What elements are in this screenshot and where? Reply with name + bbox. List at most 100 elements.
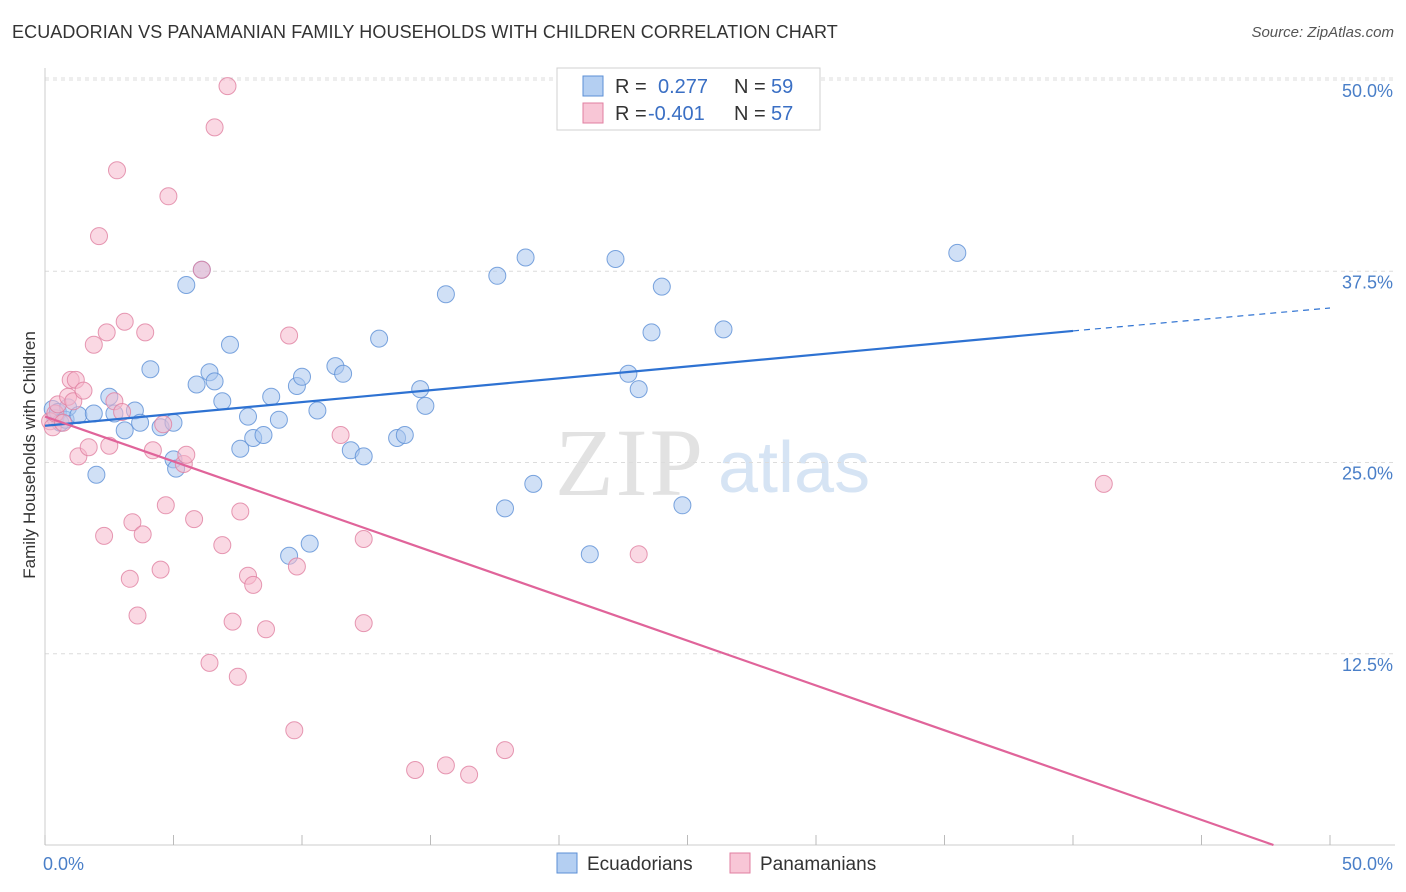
series-legend: Ecuadorians Panamanians bbox=[556, 852, 876, 875]
panamanian-point bbox=[156, 496, 175, 515]
ecuadorian-point bbox=[629, 380, 648, 399]
ecuadorian-point bbox=[262, 387, 281, 406]
ecuadorian-point bbox=[948, 243, 967, 262]
ecuadorian-point bbox=[370, 329, 389, 348]
y-tick-label: 37.5% bbox=[1342, 272, 1393, 292]
panamanian-point bbox=[629, 545, 648, 564]
panamanian-point bbox=[177, 445, 196, 464]
y-tick-label: 25.0% bbox=[1342, 464, 1393, 484]
panamanian-point bbox=[1094, 474, 1113, 493]
ecuadorian-point bbox=[714, 320, 733, 339]
source-label: Source: ZipAtlas.com bbox=[1251, 24, 1394, 41]
panamanian-point bbox=[280, 326, 299, 345]
series-label-panamanians: Panamanians bbox=[760, 854, 876, 875]
panamanian-point bbox=[90, 227, 108, 246]
ecuadorian-point bbox=[293, 367, 311, 386]
ecuadorian-point bbox=[416, 396, 435, 415]
ecuadorian-point bbox=[254, 426, 273, 444]
ecuadorian-point bbox=[269, 410, 288, 429]
legend: R = 0.277 N = 59 R = -0.401 N = 57 bbox=[556, 67, 821, 131]
ecuadorian-point bbox=[177, 276, 196, 294]
chart-title: ECUADORIAN VS PANAMANIAN FAMILY HOUSEHOL… bbox=[12, 22, 838, 42]
points bbox=[41, 77, 1113, 784]
series-swatch-ecuadorians bbox=[556, 852, 578, 874]
panamanian-point bbox=[154, 415, 173, 434]
legend-n-value: 59 bbox=[771, 76, 793, 98]
panamanian-point bbox=[151, 560, 170, 579]
panamanian-point bbox=[79, 438, 98, 457]
ecuadorian-point bbox=[436, 285, 455, 304]
panamanian-point bbox=[205, 118, 224, 137]
legend-r-label: R = bbox=[615, 103, 647, 125]
ecuadorian-point bbox=[354, 447, 373, 466]
ecuadorian-point bbox=[516, 248, 535, 267]
ecuadorian-trend-line bbox=[44, 329, 1074, 427]
legend-r-value: -0.401 bbox=[648, 103, 705, 125]
panamanian-point bbox=[123, 513, 142, 532]
panamanian-point bbox=[113, 403, 132, 421]
panamanian-point bbox=[460, 765, 479, 784]
ecuadorian-point bbox=[141, 360, 160, 379]
ecuadorian-point bbox=[619, 364, 638, 383]
ecuadorian-point bbox=[308, 401, 327, 420]
panamanian-point bbox=[287, 557, 306, 576]
panamanian-point bbox=[200, 653, 219, 672]
watermark-atlas: atlas bbox=[718, 428, 870, 508]
panamanian-point bbox=[218, 77, 237, 96]
panamanian-point bbox=[97, 323, 116, 342]
ecuadorian-trend-extension bbox=[1072, 307, 1331, 332]
ecuadorian-point bbox=[673, 496, 692, 515]
panamanian-point bbox=[354, 614, 373, 633]
legend-swatch-pink bbox=[582, 102, 604, 124]
panamanian-point bbox=[231, 502, 250, 521]
panamanian-point bbox=[74, 381, 93, 400]
legend-r-label: R = bbox=[615, 76, 647, 98]
ecuadorian-point bbox=[187, 375, 206, 394]
ecuadorian-point bbox=[231, 439, 250, 458]
panamanian-point bbox=[159, 187, 178, 206]
legend-r-value: 0.277 bbox=[658, 76, 708, 98]
panamanian-point bbox=[331, 426, 350, 444]
x-tick-label: 0.0% bbox=[43, 854, 84, 874]
ecuadorian-point bbox=[221, 335, 239, 354]
ecuadorian-point bbox=[395, 426, 414, 444]
ecuadorian-point bbox=[606, 250, 625, 268]
panamanian-point bbox=[108, 161, 126, 180]
panamanian-point bbox=[192, 260, 211, 279]
panamanian-point bbox=[133, 525, 152, 544]
y-axis-title: Family Households with Children bbox=[20, 331, 39, 579]
series-label-ecuadorians: Ecuadorians bbox=[587, 854, 693, 875]
ecuadorian-point bbox=[213, 392, 232, 411]
ecuadorian-point bbox=[580, 545, 599, 564]
ecuadorian-point bbox=[115, 421, 134, 440]
y-tick-label: 50.0% bbox=[1342, 81, 1393, 101]
panamanian-point bbox=[223, 612, 242, 631]
panamanian-point bbox=[257, 620, 275, 639]
ecuadorian-point bbox=[652, 277, 671, 296]
legend-swatch-blue bbox=[582, 75, 604, 97]
panamanian-point bbox=[496, 741, 514, 760]
panamanian-point bbox=[228, 667, 247, 686]
panamanian-point bbox=[95, 526, 114, 545]
panamanian-point bbox=[185, 510, 204, 529]
y-tick-label: 12.5% bbox=[1342, 655, 1393, 675]
panamanian-point bbox=[244, 575, 263, 594]
panamanian-point bbox=[354, 530, 373, 548]
trend-lines bbox=[44, 307, 1331, 847]
ecuadorian-point bbox=[84, 404, 103, 423]
legend-n-value: 57 bbox=[771, 103, 793, 125]
panamanian-point bbox=[213, 536, 232, 555]
panamanian-point bbox=[84, 335, 103, 354]
panamanian-point bbox=[436, 756, 455, 775]
panamanian-point bbox=[406, 761, 425, 779]
series-swatch-panamanians bbox=[729, 852, 751, 874]
ecuadorian-point bbox=[642, 323, 661, 342]
panamanian-point bbox=[128, 606, 147, 625]
ecuadorian-point bbox=[239, 407, 257, 426]
ecuadorian-point bbox=[300, 534, 319, 553]
ecuadorian-point bbox=[496, 499, 514, 518]
legend-n-label: N = bbox=[734, 76, 766, 98]
x-tick-label: 50.0% bbox=[1342, 854, 1393, 874]
ecuadorian-point bbox=[205, 372, 224, 391]
